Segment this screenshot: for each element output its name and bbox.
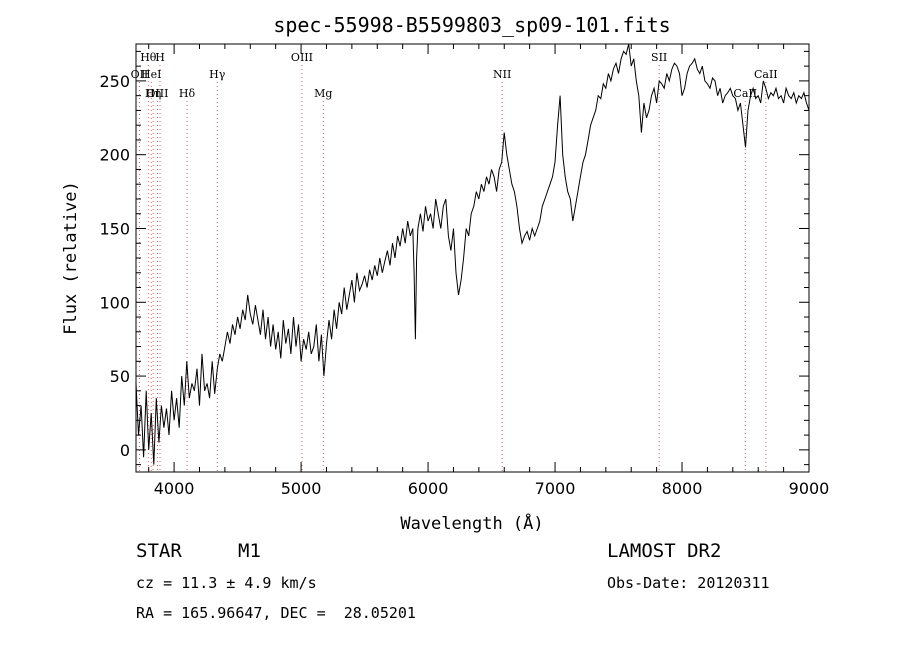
line-label-13: CaII <box>733 87 757 100</box>
line-label-1: H <box>155 51 165 64</box>
y-tick-label-5: 250 <box>99 72 130 91</box>
y-tick-label-4: 200 <box>99 146 130 165</box>
redshift-cz: cz = 11.3 ± 4.9 km/s <box>136 574 317 592</box>
line-label-5: OIII <box>146 87 168 100</box>
line-label-6: Hη <box>145 87 161 100</box>
line-label-2: OII <box>131 68 149 81</box>
plot-frame <box>135 43 810 473</box>
line-label-3: HeI <box>141 68 161 81</box>
y-tick-label-0: 0 <box>120 441 130 460</box>
line-label-8: OIII <box>291 51 313 64</box>
x-tick-label-3: 7000 <box>535 479 576 498</box>
y-tick-label-1: 50 <box>110 367 130 386</box>
y-tick-label-3: 150 <box>99 219 130 238</box>
object-type: STAR <box>136 540 182 562</box>
x-axis-label: Wavelength (Å) <box>400 512 543 534</box>
x-axis: 4000 5000 6000 7000 8000 9000 <box>148 44 830 498</box>
object-class: M1 <box>238 540 261 562</box>
y-tick-label-2: 100 <box>99 293 130 312</box>
line-label-7: Hδ <box>179 87 196 100</box>
x-tick-label-0: 4000 <box>154 479 195 498</box>
y-axis: 0 50 100 150 200 250 <box>99 50 809 466</box>
line-label-4: Hγ <box>209 68 226 81</box>
line-label-9: Mg <box>314 87 332 100</box>
x-tick-label-5: 9000 <box>789 479 830 498</box>
survey-name: LAMOST DR2 <box>607 540 722 562</box>
observation-date: Obs-Date: 20120311 <box>607 574 770 592</box>
x-tick-label-1: 5000 <box>281 479 322 498</box>
chart-title: spec-55998-B5599803_sp09-101.fits <box>273 13 670 37</box>
line-label-12: CaII <box>754 68 778 81</box>
spectrum-line <box>135 43 810 465</box>
x-tick-label-2: 6000 <box>408 479 449 498</box>
ra-dec-coordinates: RA = 165.96647, DEC = 28.05201 <box>136 604 416 622</box>
line-label-11: SII <box>651 51 667 64</box>
y-axis-label: Flux (relative) <box>61 181 81 335</box>
x-tick-label-4: 8000 <box>662 479 703 498</box>
line-label-0: Hθ <box>140 51 157 64</box>
line-label-10: NII <box>493 68 511 81</box>
